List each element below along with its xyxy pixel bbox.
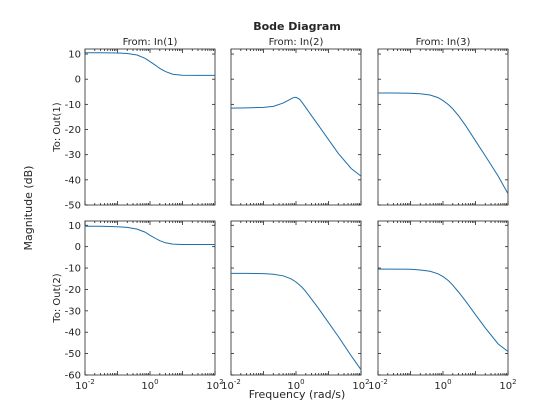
x-axis-label: Frequency (rad/s) bbox=[249, 388, 346, 401]
x-tick-label: 100 bbox=[287, 378, 304, 392]
y-tick-label: 0 bbox=[75, 75, 81, 86]
row-label-2: To: Out(2) bbox=[52, 273, 63, 323]
y-tick-label: -20 bbox=[65, 285, 81, 296]
y-tick-label: -50 bbox=[65, 201, 81, 212]
y-tick-label: -20 bbox=[65, 125, 81, 136]
axes-frame-r1-c1 bbox=[84, 48, 216, 206]
y-tick-label: -40 bbox=[65, 175, 81, 186]
x-tick-label: 102 bbox=[206, 378, 223, 392]
column-title-1: From: In(1) bbox=[123, 37, 178, 48]
y-tick-label: 10 bbox=[68, 50, 81, 61]
y-tick-label: -60 bbox=[65, 371, 81, 382]
magnitude-curve-r2-c2 bbox=[231, 272, 362, 370]
y-tick-label: -30 bbox=[65, 150, 81, 161]
x-tick-label: 10-2 bbox=[221, 378, 241, 392]
x-tick-label: 10-2 bbox=[75, 378, 95, 392]
x-tick-label: 100 bbox=[434, 378, 451, 392]
axes-frame-r1-c2 bbox=[230, 48, 362, 206]
y-tick-label: -50 bbox=[65, 349, 81, 360]
row-label-1: To: Out(1) bbox=[52, 102, 63, 152]
column-title-2: From: In(2) bbox=[269, 37, 324, 48]
y-tick-label: -30 bbox=[65, 306, 81, 317]
x-tick-label: 10-2 bbox=[368, 378, 388, 392]
y-tick-label: 10 bbox=[68, 221, 81, 232]
y-tick-label: -40 bbox=[65, 328, 81, 339]
x-tick-label: 100 bbox=[141, 378, 158, 392]
magnitude-curve-r2-c3 bbox=[378, 268, 509, 352]
magnitude-curve-r1-c2 bbox=[230, 96, 362, 177]
axes-frame-r1-c3 bbox=[377, 48, 509, 206]
axes-frame-r2-c3 bbox=[377, 220, 509, 376]
y-axis-label: Magnitude (dB) bbox=[22, 166, 35, 251]
magnitude-curve-r2-c1 bbox=[85, 225, 215, 245]
x-tick-label: 102 bbox=[499, 378, 516, 392]
column-title-3: From: In(3) bbox=[416, 37, 471, 48]
magnitude-curve-r1-c1 bbox=[85, 52, 215, 76]
chart-title: Bode Diagram bbox=[253, 20, 341, 33]
y-tick-label: -10 bbox=[65, 264, 81, 275]
x-tick-label: 102 bbox=[352, 378, 369, 392]
y-tick-label: -10 bbox=[65, 100, 81, 111]
axes-frame-r2-c2 bbox=[230, 220, 362, 376]
y-tick-label: 0 bbox=[75, 242, 81, 253]
magnitude-curve-r1-c3 bbox=[378, 92, 509, 194]
